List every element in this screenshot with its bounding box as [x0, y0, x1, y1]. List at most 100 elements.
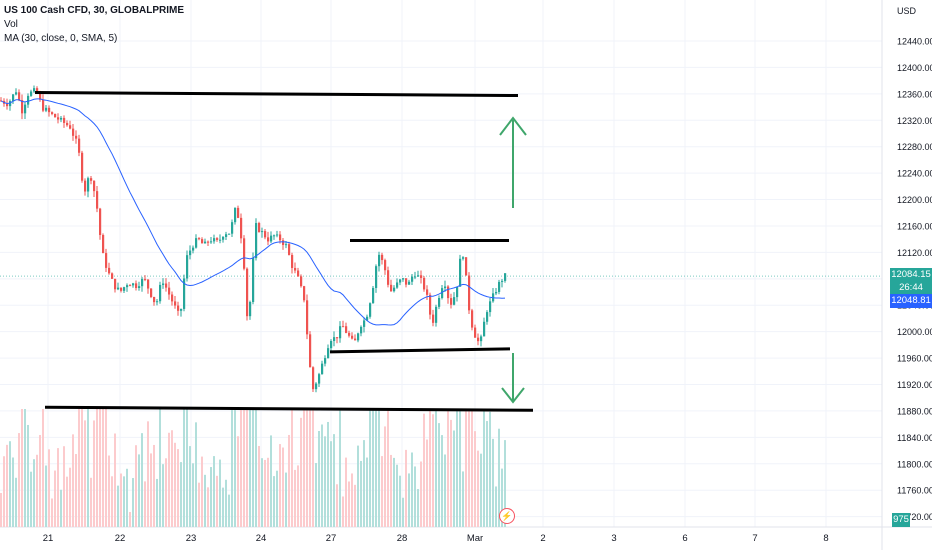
x-tick-label: 28	[397, 533, 408, 544]
volume-bar	[345, 457, 347, 527]
volume-bar	[21, 409, 23, 527]
volume-bar	[492, 438, 494, 527]
volume-bar	[114, 433, 116, 527]
volume-bar	[288, 434, 290, 527]
volume-bar	[228, 494, 230, 527]
candle-body	[468, 275, 471, 311]
lightning-icon[interactable]: ⚡	[499, 508, 515, 524]
candle-body	[6, 103, 9, 107]
volume-bar	[432, 414, 434, 527]
candle-body	[462, 257, 465, 259]
candle-body	[81, 152, 84, 181]
candle-body	[165, 283, 168, 288]
candle-body	[120, 287, 123, 291]
volume-bar	[495, 486, 497, 527]
y-tick-label: 11960.00	[897, 354, 932, 364]
volume-bar	[156, 478, 158, 527]
volume-bar	[129, 511, 131, 527]
moving-average-indicator-label[interactable]: MA (30, close, 0, SMA, 5)	[4, 33, 118, 44]
volume-bar	[444, 454, 446, 527]
volume-bar	[309, 409, 311, 527]
volume-bar	[243, 409, 245, 527]
candle-body	[252, 258, 255, 302]
candle-body	[402, 278, 405, 280]
candle-body	[105, 253, 108, 268]
candle-body	[405, 278, 408, 285]
volume-bar	[285, 472, 287, 527]
y-tick-label: 12240.00	[897, 169, 932, 179]
volume-bar	[477, 450, 479, 527]
volume-bar	[468, 409, 470, 527]
candle-body	[144, 278, 147, 280]
candle-body	[237, 207, 240, 218]
candle-body	[240, 217, 243, 239]
volume-bar	[99, 409, 101, 527]
candle-body	[87, 178, 90, 192]
candle-body	[114, 278, 117, 290]
volume-bar	[198, 482, 200, 527]
volume-bar	[30, 471, 32, 527]
candle-body	[348, 332, 351, 336]
volume-bar	[405, 449, 407, 527]
volume-bar	[366, 457, 368, 527]
volume-bar	[339, 409, 341, 527]
volume-bar	[294, 469, 296, 527]
candle-body	[15, 92, 18, 95]
volume-bar	[186, 409, 188, 527]
volume-bar	[441, 435, 443, 527]
candle-body	[123, 287, 126, 291]
candle-body	[96, 191, 99, 209]
candle-body	[318, 374, 321, 384]
candle-body	[225, 234, 228, 237]
volume-bar	[261, 458, 263, 527]
volume-bar	[447, 409, 449, 527]
symbol-title[interactable]: US 100 Cash CFD, 30, GLOBALPRIME	[4, 5, 185, 16]
candle-body	[411, 276, 414, 282]
candle-body	[24, 104, 27, 114]
candle-body	[102, 234, 105, 254]
volume-bar	[312, 409, 314, 527]
candle-body	[192, 247, 195, 251]
volume-indicator-label[interactable]: Vol	[4, 19, 18, 30]
candle-body	[93, 180, 96, 192]
candle-body	[54, 113, 57, 118]
candle-body	[201, 239, 204, 244]
volume-bar	[87, 409, 89, 527]
volume-bar	[240, 409, 242, 527]
candle-body	[198, 238, 201, 240]
volume-bar	[93, 420, 95, 527]
volume-bar	[219, 459, 221, 527]
y-tick-label: 12360.00	[897, 89, 932, 99]
candle-body	[417, 275, 420, 277]
candle-body	[456, 286, 459, 298]
volume-bar	[303, 409, 305, 527]
volume-bar	[27, 424, 29, 527]
volume-bar	[24, 409, 26, 527]
volume-bar	[342, 496, 344, 527]
x-tick-label: 8	[823, 533, 828, 544]
volume-bar	[216, 475, 218, 527]
y-tick-label: 12160.00	[897, 221, 932, 231]
candle-body	[312, 367, 315, 390]
candle-body	[282, 240, 285, 245]
volume-bar	[450, 419, 452, 527]
volume-bar	[417, 489, 419, 527]
candle-body	[126, 285, 129, 288]
volume-bar	[396, 464, 398, 527]
last-price-tag: 12084.15	[890, 268, 932, 282]
volume-bar	[462, 471, 464, 527]
candle-body	[249, 301, 252, 317]
volume-bar	[453, 430, 455, 527]
candle-body	[27, 95, 30, 105]
candle-body	[162, 283, 165, 285]
volume-bar	[258, 445, 260, 527]
x-tick-label: Mar	[467, 533, 483, 544]
volume-bar	[297, 465, 299, 527]
volume-bar	[255, 409, 257, 527]
volume-bar	[153, 444, 155, 527]
volume-bar	[486, 421, 488, 527]
candle-body	[504, 273, 507, 281]
volume-bar	[414, 466, 416, 527]
candle-body	[111, 273, 114, 279]
